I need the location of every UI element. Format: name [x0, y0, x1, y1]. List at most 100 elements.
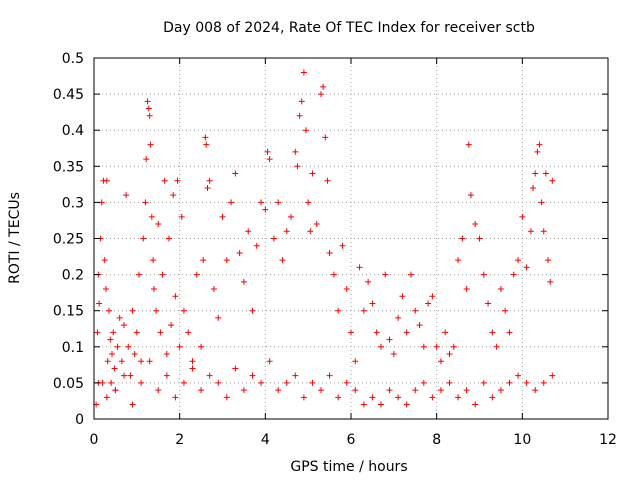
- data-point: [206, 177, 213, 184]
- data-point: [131, 351, 138, 358]
- data-point: [142, 199, 149, 206]
- data-point: [407, 271, 414, 278]
- data-point: [144, 98, 151, 105]
- data-point: [298, 98, 305, 105]
- data-point: [176, 343, 183, 350]
- data-point: [103, 394, 110, 401]
- x-tick-label: 6: [347, 432, 356, 448]
- data-point: [116, 314, 123, 321]
- y-tick-label: 0.5: [62, 51, 84, 67]
- data-point: [463, 387, 470, 394]
- data-point: [120, 372, 127, 379]
- data-point: [174, 177, 181, 184]
- y-tick-label: 0.45: [53, 87, 84, 103]
- y-axis-label: ROTI / TECUs: [7, 192, 23, 284]
- data-point: [318, 387, 325, 394]
- data-point: [532, 170, 539, 177]
- data-point: [309, 379, 316, 386]
- data-point: [127, 372, 134, 379]
- data-point: [150, 286, 157, 293]
- data-point: [245, 228, 252, 235]
- data-point: [450, 343, 457, 350]
- y-tick-label: 0.15: [53, 304, 84, 320]
- data-point: [101, 257, 108, 264]
- data-point: [373, 329, 380, 336]
- data-point: [360, 401, 367, 408]
- data-point: [356, 264, 363, 271]
- data-point: [339, 242, 346, 249]
- data-point: [485, 300, 492, 307]
- data-point: [258, 199, 265, 206]
- data-point: [153, 307, 160, 314]
- data-point: [549, 372, 556, 379]
- data-point: [185, 329, 192, 336]
- y-tick-label: 0.2: [62, 268, 84, 284]
- data-point: [386, 387, 393, 394]
- data-point: [527, 228, 534, 235]
- data-point: [294, 163, 301, 170]
- data-point: [545, 257, 552, 264]
- data-point: [395, 314, 402, 321]
- data-point: [412, 387, 419, 394]
- x-tick-label: 4: [261, 432, 270, 448]
- x-tick-label: 2: [175, 432, 184, 448]
- data-point: [523, 264, 530, 271]
- data-point: [180, 379, 187, 386]
- data-point: [118, 358, 125, 365]
- data-point: [343, 286, 350, 293]
- data-point: [189, 358, 196, 365]
- data-point: [110, 329, 117, 336]
- data-point: [502, 307, 509, 314]
- data-point: [165, 235, 172, 242]
- data-point: [170, 192, 177, 199]
- data-point: [240, 278, 247, 285]
- data-point: [270, 235, 277, 242]
- data-point: [455, 394, 462, 401]
- data-point: [549, 177, 556, 184]
- data-point: [198, 343, 205, 350]
- data-point: [135, 271, 142, 278]
- data-point: [155, 387, 162, 394]
- data-point: [399, 293, 406, 300]
- data-point: [275, 387, 282, 394]
- data-point: [203, 141, 210, 148]
- data-point: [446, 351, 453, 358]
- data-point: [330, 271, 337, 278]
- data-point: [111, 365, 118, 372]
- data-point: [189, 365, 196, 372]
- data-point: [467, 192, 474, 199]
- data-point: [386, 336, 393, 343]
- data-point: [180, 307, 187, 314]
- data-point: [530, 184, 537, 191]
- data-point: [249, 372, 256, 379]
- data-point: [223, 257, 230, 264]
- data-point: [307, 228, 314, 235]
- data-point: [198, 387, 205, 394]
- data-point: [542, 170, 549, 177]
- data-point: [215, 379, 222, 386]
- data-point: [320, 83, 327, 90]
- data-point: [369, 300, 376, 307]
- data-point: [480, 379, 487, 386]
- data-point: [228, 199, 235, 206]
- data-point: [532, 387, 539, 394]
- data-point: [326, 249, 333, 256]
- data-point: [420, 379, 427, 386]
- data-point: [105, 307, 112, 314]
- data-point: [283, 379, 290, 386]
- data-point: [395, 394, 402, 401]
- data-point: [148, 213, 155, 220]
- data-point: [534, 148, 541, 155]
- data-point: [168, 322, 175, 329]
- data-point: [210, 286, 217, 293]
- data-point: [279, 257, 286, 264]
- data-point: [497, 387, 504, 394]
- data-point: [538, 199, 545, 206]
- data-point: [262, 206, 269, 213]
- data-point: [377, 401, 384, 408]
- data-point: [204, 184, 211, 191]
- data-point: [120, 322, 127, 329]
- data-point: [442, 329, 449, 336]
- data-point: [253, 242, 260, 249]
